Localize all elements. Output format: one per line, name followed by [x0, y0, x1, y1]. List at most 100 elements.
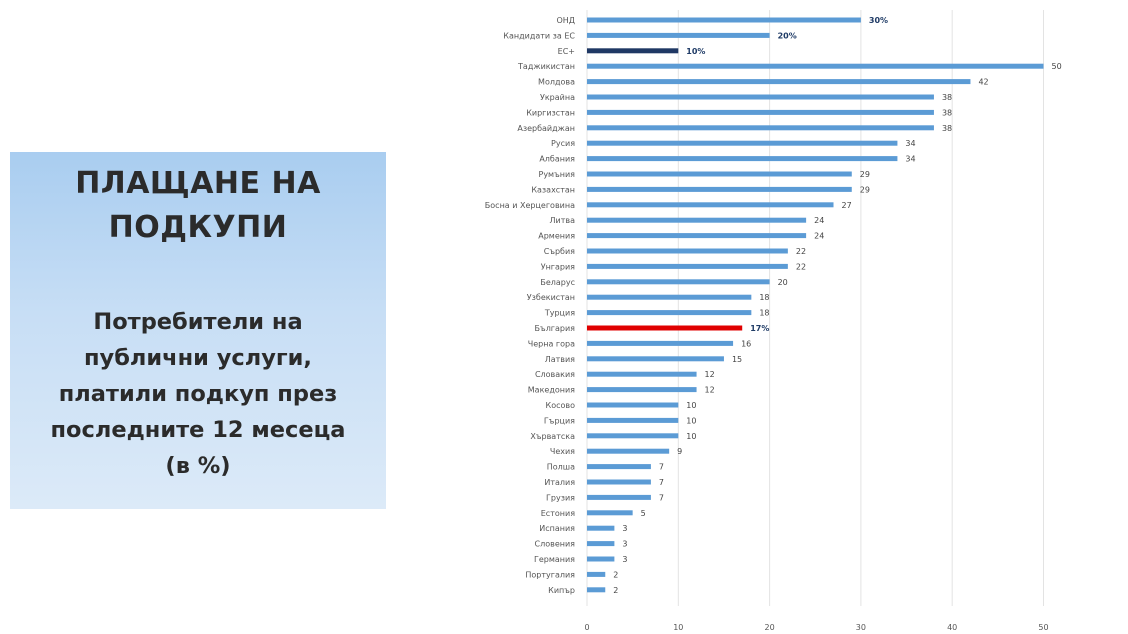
bar — [587, 32, 770, 38]
category-label: ОНД — [556, 16, 575, 25]
data-label: 22 — [796, 247, 806, 256]
bar — [587, 202, 834, 208]
bar — [587, 140, 898, 146]
category-label: Словения — [535, 540, 576, 549]
category-label: Португалия — [525, 570, 575, 579]
data-label: 29 — [860, 185, 870, 194]
data-label: 29 — [860, 170, 870, 179]
data-label: 10 — [686, 416, 696, 425]
data-label: 20% — [778, 31, 797, 40]
data-label: 12 — [705, 370, 715, 379]
category-label: Албания — [539, 155, 575, 164]
bar — [587, 233, 807, 239]
bar — [587, 525, 615, 531]
category-label: Русия — [551, 139, 575, 148]
bar — [587, 417, 679, 423]
data-label: 18 — [759, 293, 769, 302]
bar — [587, 263, 788, 269]
data-label: 34 — [905, 155, 915, 164]
bar — [587, 587, 606, 593]
category-label: ЕС+ — [558, 47, 575, 56]
bar — [587, 109, 934, 115]
panel-title: ПЛАЩАНЕ НА ПОДКУПИ — [10, 162, 386, 250]
data-label: 38 — [942, 108, 952, 117]
data-label: 10 — [686, 432, 696, 441]
category-label: Азербайджан — [517, 124, 575, 133]
bar — [587, 156, 898, 162]
bar — [587, 494, 651, 500]
panel-subtitle: Потребители на публични услуги, платили … — [10, 304, 386, 484]
data-label: 38 — [942, 93, 952, 102]
data-label: 15 — [732, 355, 742, 364]
bar — [587, 433, 679, 439]
data-label: 2 — [613, 586, 618, 595]
data-label: 3 — [622, 555, 627, 564]
category-label: Полша — [547, 463, 575, 472]
panel-title-line: ПЛАЩАНЕ НА — [75, 166, 321, 201]
bar — [587, 125, 934, 131]
bar — [587, 94, 934, 100]
panel-subtitle-line: Потребители на — [93, 309, 303, 335]
data-label: 3 — [622, 540, 627, 549]
category-label: Румъния — [539, 170, 576, 179]
data-label: 10% — [686, 47, 705, 56]
category-label: Украйна — [540, 93, 575, 102]
category-label: Армения — [538, 232, 575, 241]
x-tick-label: 40 — [947, 623, 957, 632]
panel-title-line: ПОДКУПИ — [108, 210, 288, 245]
category-label: Германия — [534, 555, 575, 564]
data-label: 2 — [613, 570, 618, 579]
data-label: 10 — [686, 401, 696, 410]
bar — [587, 48, 679, 54]
data-label: 42 — [978, 78, 988, 87]
bar — [587, 340, 734, 346]
category-label: Молдова — [538, 78, 575, 87]
bar — [587, 171, 852, 177]
data-label: 12 — [705, 386, 715, 395]
category-label: Казахстан — [531, 185, 575, 194]
title-panel: ПЛАЩАНЕ НА ПОДКУПИ Потребители на публич… — [10, 152, 386, 509]
data-label: 34 — [905, 139, 915, 148]
category-label: България — [535, 324, 576, 333]
data-label: 27 — [842, 201, 852, 210]
category-label: Кандидати за ЕС — [503, 31, 575, 40]
bar — [587, 310, 752, 316]
bar — [587, 217, 807, 223]
category-label: Унгария — [541, 262, 575, 271]
x-tick-label: 20 — [765, 623, 775, 632]
category-label: Хърватска — [530, 432, 575, 441]
category-label: Косово — [546, 401, 576, 410]
category-label: Черна гора — [528, 339, 575, 348]
panel-subtitle-line: (в %) — [165, 453, 231, 479]
data-label: 38 — [942, 124, 952, 133]
bar — [587, 448, 670, 454]
bar — [587, 556, 615, 562]
panel-subtitle-line: последните 12 месеца — [50, 417, 346, 443]
category-label: Македония — [528, 386, 575, 395]
category-label: Гърция — [544, 416, 575, 425]
bar — [587, 63, 1044, 69]
category-label: Узбекистан — [527, 293, 575, 302]
bar — [587, 356, 724, 362]
data-label: 30% — [869, 16, 888, 25]
data-label: 7 — [659, 478, 664, 487]
panel-subtitle-line: публични услуги, — [84, 345, 312, 371]
category-label: Словакия — [535, 370, 575, 379]
bar — [587, 248, 788, 254]
x-tick-label: 30 — [856, 623, 866, 632]
data-label: 18 — [759, 309, 769, 318]
bar — [587, 279, 770, 285]
category-label: Италия — [544, 478, 575, 487]
data-label: 17% — [750, 324, 769, 333]
data-label: 20 — [778, 278, 788, 287]
category-label: Турция — [544, 309, 575, 318]
category-label: Грузия — [546, 493, 575, 502]
bar — [587, 371, 697, 377]
category-label: Сърбия — [544, 247, 575, 256]
data-label: 9 — [677, 447, 682, 456]
category-label: Беларус — [540, 278, 575, 287]
category-label: Естония — [541, 509, 575, 518]
panel-subtitle-line: платили подкуп през — [58, 381, 338, 407]
data-label: 50 — [1052, 62, 1062, 71]
